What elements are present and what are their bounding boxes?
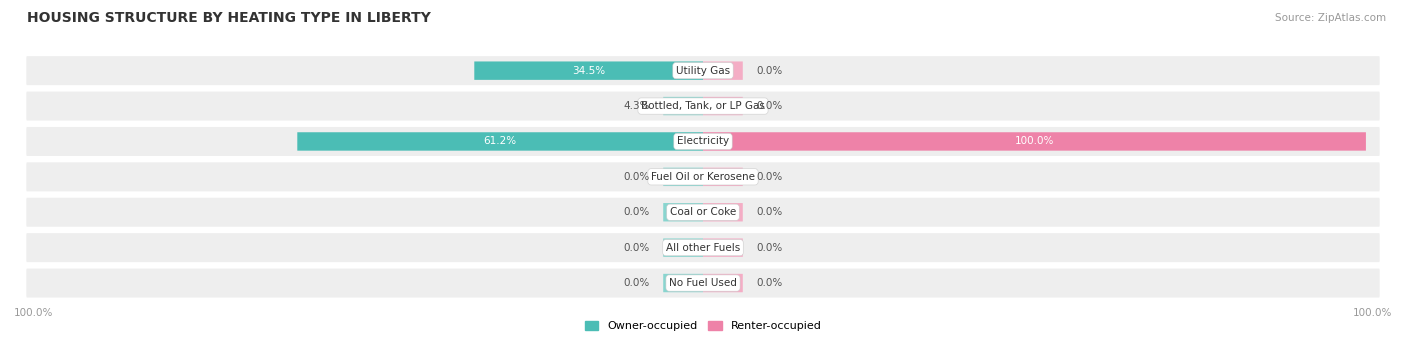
Text: 0.0%: 0.0% bbox=[756, 172, 782, 182]
FancyBboxPatch shape bbox=[664, 238, 703, 257]
Text: Electricity: Electricity bbox=[676, 136, 730, 147]
Text: 0.0%: 0.0% bbox=[756, 207, 782, 217]
Legend: Owner-occupied, Renter-occupied: Owner-occupied, Renter-occupied bbox=[581, 317, 825, 336]
FancyBboxPatch shape bbox=[27, 56, 1379, 85]
FancyBboxPatch shape bbox=[703, 168, 742, 186]
FancyBboxPatch shape bbox=[703, 203, 742, 221]
FancyBboxPatch shape bbox=[703, 132, 1365, 151]
FancyBboxPatch shape bbox=[664, 274, 703, 292]
Text: 0.0%: 0.0% bbox=[624, 172, 650, 182]
Text: 0.0%: 0.0% bbox=[756, 101, 782, 111]
FancyBboxPatch shape bbox=[664, 203, 703, 221]
FancyBboxPatch shape bbox=[703, 62, 742, 80]
Text: Coal or Coke: Coal or Coke bbox=[669, 207, 737, 217]
Text: 100.0%: 100.0% bbox=[1015, 136, 1054, 147]
Text: 4.3%: 4.3% bbox=[623, 101, 650, 111]
FancyBboxPatch shape bbox=[27, 127, 1379, 156]
Text: HOUSING STRUCTURE BY HEATING TYPE IN LIBERTY: HOUSING STRUCTURE BY HEATING TYPE IN LIB… bbox=[27, 11, 430, 24]
Text: 34.5%: 34.5% bbox=[572, 66, 605, 76]
Text: 0.0%: 0.0% bbox=[756, 243, 782, 253]
Text: Fuel Oil or Kerosene: Fuel Oil or Kerosene bbox=[651, 172, 755, 182]
Text: 0.0%: 0.0% bbox=[624, 278, 650, 288]
Text: 0.0%: 0.0% bbox=[756, 278, 782, 288]
Text: No Fuel Used: No Fuel Used bbox=[669, 278, 737, 288]
Text: Utility Gas: Utility Gas bbox=[676, 66, 730, 76]
FancyBboxPatch shape bbox=[27, 233, 1379, 262]
Text: 61.2%: 61.2% bbox=[484, 136, 517, 147]
Text: 0.0%: 0.0% bbox=[624, 243, 650, 253]
Text: Source: ZipAtlas.com: Source: ZipAtlas.com bbox=[1275, 13, 1386, 22]
Text: 0.0%: 0.0% bbox=[756, 66, 782, 76]
FancyBboxPatch shape bbox=[664, 97, 703, 115]
FancyBboxPatch shape bbox=[703, 97, 742, 115]
Text: 100.0%: 100.0% bbox=[14, 308, 53, 318]
FancyBboxPatch shape bbox=[297, 132, 703, 151]
Text: Bottled, Tank, or LP Gas: Bottled, Tank, or LP Gas bbox=[641, 101, 765, 111]
FancyBboxPatch shape bbox=[27, 91, 1379, 121]
FancyBboxPatch shape bbox=[474, 62, 703, 80]
FancyBboxPatch shape bbox=[664, 168, 703, 186]
FancyBboxPatch shape bbox=[27, 162, 1379, 191]
FancyBboxPatch shape bbox=[703, 274, 742, 292]
FancyBboxPatch shape bbox=[27, 269, 1379, 298]
Text: All other Fuels: All other Fuels bbox=[666, 243, 740, 253]
FancyBboxPatch shape bbox=[703, 238, 742, 257]
FancyBboxPatch shape bbox=[27, 198, 1379, 227]
Text: 0.0%: 0.0% bbox=[624, 207, 650, 217]
Text: 100.0%: 100.0% bbox=[1353, 308, 1392, 318]
